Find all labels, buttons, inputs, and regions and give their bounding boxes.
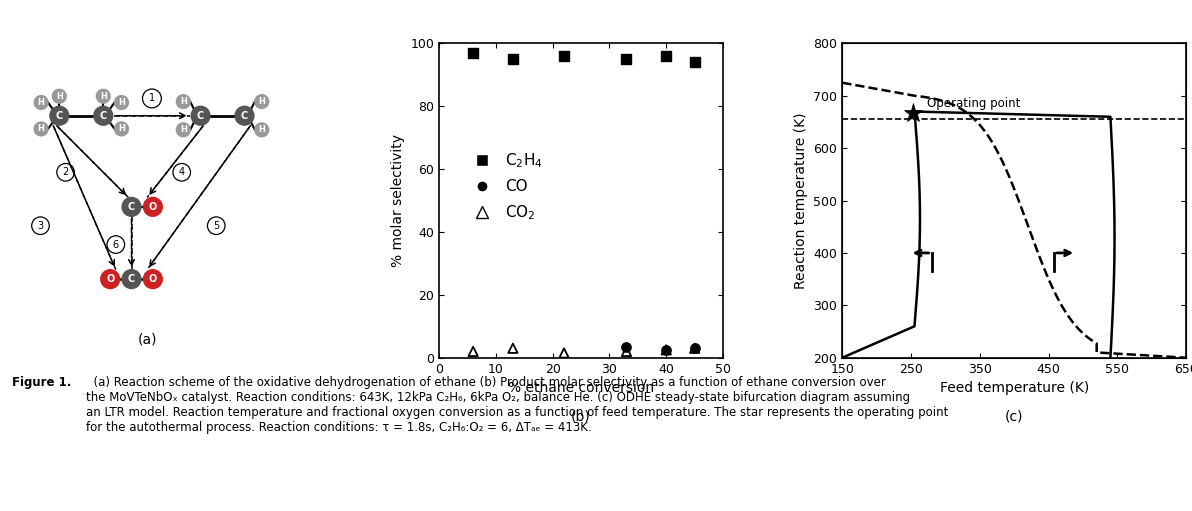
Text: C: C xyxy=(197,111,204,121)
Circle shape xyxy=(143,270,162,289)
Circle shape xyxy=(143,197,162,216)
Y-axis label: % molar selectivity: % molar selectivity xyxy=(391,134,405,267)
Circle shape xyxy=(52,89,67,103)
Point xyxy=(657,346,676,354)
Text: C: C xyxy=(241,111,248,121)
Point xyxy=(617,55,637,63)
Point xyxy=(657,52,676,60)
Circle shape xyxy=(176,123,191,137)
Circle shape xyxy=(255,123,268,137)
Text: (c): (c) xyxy=(1005,409,1024,424)
Text: 5: 5 xyxy=(213,221,219,230)
Text: H: H xyxy=(180,97,187,106)
Circle shape xyxy=(50,106,69,125)
Text: C: C xyxy=(128,202,135,212)
Text: H: H xyxy=(118,98,125,107)
Circle shape xyxy=(35,122,48,136)
Circle shape xyxy=(114,122,129,136)
Text: H: H xyxy=(56,92,63,101)
Circle shape xyxy=(122,270,141,289)
Point xyxy=(503,344,522,353)
Text: H: H xyxy=(38,124,44,133)
Circle shape xyxy=(255,95,268,108)
Text: (b): (b) xyxy=(571,409,591,424)
Text: H: H xyxy=(259,125,265,134)
Text: O: O xyxy=(149,202,157,212)
Legend: $\rm C_2H_4$, CO, $\rm CO_2$: $\rm C_2H_4$, CO, $\rm CO_2$ xyxy=(461,145,550,228)
Y-axis label: Reaction temperature (K): Reaction temperature (K) xyxy=(794,112,808,289)
Point xyxy=(685,344,704,353)
Circle shape xyxy=(122,197,141,216)
Text: 6: 6 xyxy=(113,240,119,249)
Point xyxy=(464,49,483,57)
Point xyxy=(657,346,676,354)
Circle shape xyxy=(114,96,129,109)
Text: H: H xyxy=(118,124,125,133)
Text: H: H xyxy=(180,125,187,134)
Text: Operating point: Operating point xyxy=(927,97,1020,110)
Text: 2: 2 xyxy=(62,167,69,177)
Circle shape xyxy=(101,270,119,289)
Point xyxy=(464,347,483,356)
Text: C: C xyxy=(100,111,107,121)
Point xyxy=(554,349,573,357)
X-axis label: % ethane conversion: % ethane conversion xyxy=(508,381,654,395)
Text: C: C xyxy=(56,111,63,121)
Text: O: O xyxy=(106,274,114,284)
Circle shape xyxy=(176,95,191,108)
X-axis label: Feed temperature (K): Feed temperature (K) xyxy=(939,381,1088,395)
Point xyxy=(617,347,637,356)
Point xyxy=(554,52,573,60)
Point xyxy=(685,344,704,353)
Text: 3: 3 xyxy=(37,221,44,230)
Point xyxy=(685,58,704,66)
Point xyxy=(503,55,522,63)
Text: H: H xyxy=(259,97,265,106)
Circle shape xyxy=(35,96,48,109)
Circle shape xyxy=(97,89,110,103)
Text: 1: 1 xyxy=(149,94,155,103)
Circle shape xyxy=(94,106,113,125)
Text: 4: 4 xyxy=(179,167,185,177)
Text: (a): (a) xyxy=(137,333,157,346)
Text: Figure 1.: Figure 1. xyxy=(12,376,72,388)
Circle shape xyxy=(235,106,254,125)
Text: H: H xyxy=(100,92,107,101)
Text: O: O xyxy=(149,274,157,284)
Text: H: H xyxy=(38,98,44,107)
Circle shape xyxy=(191,106,210,125)
Point xyxy=(617,342,637,351)
Text: (a) Reaction scheme of the oxidative dehydrogenation of ethane (b) Product molar: (a) Reaction scheme of the oxidative deh… xyxy=(86,376,948,434)
Text: C: C xyxy=(128,274,135,284)
